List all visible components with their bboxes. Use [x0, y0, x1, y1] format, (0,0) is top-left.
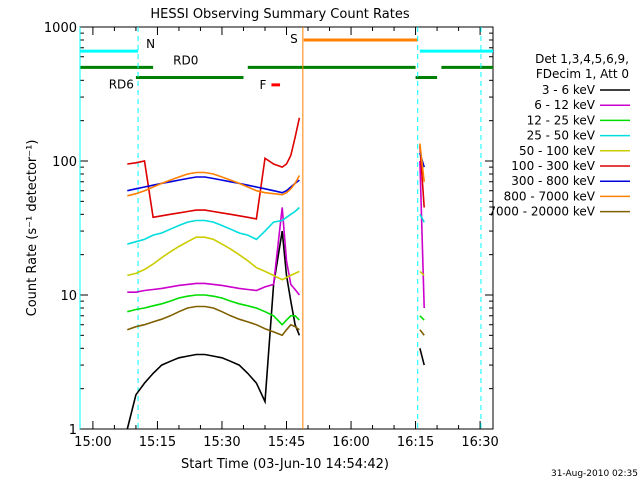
series-line-5	[127, 117, 301, 220]
legend: Det 1,3,4,5,6,9,FDecim 1, Att 0 3 - 6 keV…	[488, 52, 630, 219]
series-line-6	[127, 176, 300, 194]
flag-label-f: F	[260, 78, 267, 92]
legend-label: 100 - 300 keV	[511, 159, 595, 173]
chart-title: HESSI Observing Summary Count Rates	[150, 7, 409, 22]
legend-label: 6 - 12 keV	[534, 98, 596, 112]
flag-label-rd6: RD6	[109, 77, 134, 91]
x-axis-label: Start Time (03-Jun-10 14:54:42)	[181, 457, 389, 472]
series-line-7-late	[419, 143, 425, 182]
vertical-markers	[79, 27, 482, 429]
legend-label: 300 - 800 keV	[511, 174, 595, 188]
flag-label-rd0: RD0	[173, 53, 198, 67]
series-line-4	[127, 236, 300, 281]
flag-bars: N S RD0 RD6 F	[80, 32, 493, 92]
legend-label: 3 - 6 keV	[542, 83, 596, 97]
y-axis-label: Count Rate (s⁻¹ detector⁻¹)	[25, 140, 40, 317]
series-line-7	[127, 171, 301, 197]
flag-label-s: S	[290, 32, 298, 46]
series-line-2	[127, 294, 300, 326]
y-tick-labels: 1 10 100 1000	[44, 21, 77, 438]
x-tick-labels: 15:00 15:15 15:30 15:45 16:00 16:15 16:30	[74, 435, 499, 450]
y-tick-label: 1000	[44, 21, 77, 36]
series-line-3	[127, 206, 300, 245]
x-tick-label: 15:00	[74, 435, 111, 450]
series-line-0-late	[419, 348, 425, 366]
series-line-1	[127, 207, 301, 296]
legend-header: FDecim 1, Att 0	[536, 67, 629, 81]
series-line-0	[126, 230, 301, 430]
series-line-4-late	[419, 270, 425, 276]
x-tick-label: 16:00	[332, 435, 369, 450]
series-line-1-late	[419, 160, 425, 309]
legend-header: Det 1,3,4,5,6,9,	[535, 52, 629, 66]
legend-label: 12 - 25 keV	[527, 113, 596, 127]
x-tick-label: 16:30	[461, 435, 498, 450]
legend-label: 7000 - 20000 keV	[488, 205, 595, 219]
footer-timestamp: 31-Aug-2010 02:35	[551, 469, 638, 479]
flag-label-n: N	[146, 37, 155, 51]
series-line-3-late	[419, 213, 425, 223]
legend-label: 25 - 50 keV	[527, 129, 596, 143]
y-tick-label: 1	[69, 423, 77, 438]
plot-frame	[79, 26, 494, 430]
series-line-2-late	[419, 315, 425, 321]
axis-ticks	[80, 27, 493, 430]
data-series	[126, 117, 425, 430]
series-line-8	[127, 305, 300, 337]
x-tick-label: 15:30	[203, 435, 240, 450]
y-tick-label: 100	[52, 155, 77, 170]
y-tick-label: 10	[60, 289, 77, 304]
x-tick-label: 16:15	[397, 435, 434, 450]
legend-label: 800 - 7000 keV	[504, 189, 596, 203]
legend-label: 50 - 100 keV	[519, 144, 596, 158]
series-line-8-late	[419, 329, 425, 336]
x-tick-label: 15:15	[139, 435, 176, 450]
x-tick-label: 15:45	[268, 435, 305, 450]
